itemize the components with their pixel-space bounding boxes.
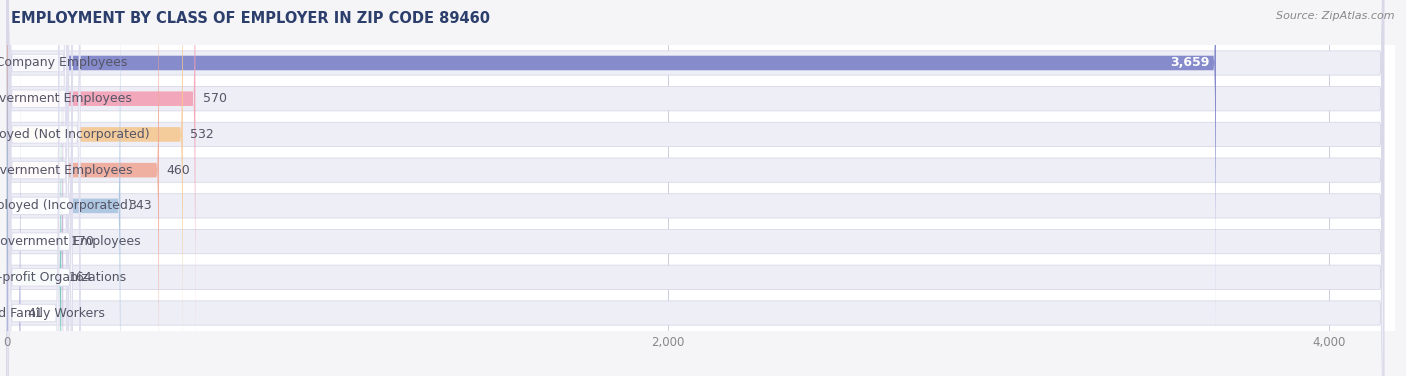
Text: Self-Employed (Incorporated): Self-Employed (Incorporated)	[0, 199, 132, 212]
Text: Self-Employed (Not Incorporated): Self-Employed (Not Incorporated)	[0, 128, 149, 141]
Text: Source: ZipAtlas.com: Source: ZipAtlas.com	[1277, 11, 1395, 21]
FancyBboxPatch shape	[7, 0, 62, 376]
FancyBboxPatch shape	[7, 0, 1384, 376]
Text: 460: 460	[166, 164, 190, 177]
FancyBboxPatch shape	[7, 0, 63, 376]
Text: Local Government Employees: Local Government Employees	[0, 92, 132, 105]
Text: Private Company Employees: Private Company Employees	[0, 56, 128, 70]
Text: 532: 532	[190, 128, 214, 141]
FancyBboxPatch shape	[8, 0, 69, 376]
FancyBboxPatch shape	[7, 35, 21, 376]
FancyBboxPatch shape	[7, 0, 121, 376]
Text: Not-for-profit Organizations: Not-for-profit Organizations	[0, 271, 127, 284]
FancyBboxPatch shape	[7, 0, 1384, 376]
FancyBboxPatch shape	[7, 0, 183, 376]
FancyBboxPatch shape	[8, 0, 80, 376]
Text: 170: 170	[70, 235, 94, 248]
Text: 570: 570	[202, 92, 226, 105]
FancyBboxPatch shape	[7, 0, 1384, 376]
FancyBboxPatch shape	[7, 0, 1384, 376]
FancyBboxPatch shape	[8, 0, 72, 376]
FancyBboxPatch shape	[7, 0, 1384, 376]
FancyBboxPatch shape	[8, 0, 72, 376]
FancyBboxPatch shape	[7, 0, 1216, 341]
FancyBboxPatch shape	[8, 0, 72, 376]
Text: State Government Employees: State Government Employees	[0, 164, 132, 177]
FancyBboxPatch shape	[7, 0, 1384, 376]
Text: Federal Government Employees: Federal Government Employees	[0, 235, 141, 248]
FancyBboxPatch shape	[8, 0, 66, 376]
Text: 41: 41	[28, 306, 44, 320]
FancyBboxPatch shape	[7, 0, 1384, 376]
FancyBboxPatch shape	[8, 0, 59, 376]
FancyBboxPatch shape	[7, 0, 1384, 376]
Text: 3,659: 3,659	[1171, 56, 1211, 70]
FancyBboxPatch shape	[8, 0, 69, 376]
FancyBboxPatch shape	[7, 0, 159, 376]
Text: 164: 164	[69, 271, 93, 284]
Text: 343: 343	[128, 199, 152, 212]
Text: EMPLOYMENT BY CLASS OF EMPLOYER IN ZIP CODE 89460: EMPLOYMENT BY CLASS OF EMPLOYER IN ZIP C…	[11, 11, 491, 26]
FancyBboxPatch shape	[7, 0, 195, 376]
Text: Unpaid Family Workers: Unpaid Family Workers	[0, 306, 105, 320]
